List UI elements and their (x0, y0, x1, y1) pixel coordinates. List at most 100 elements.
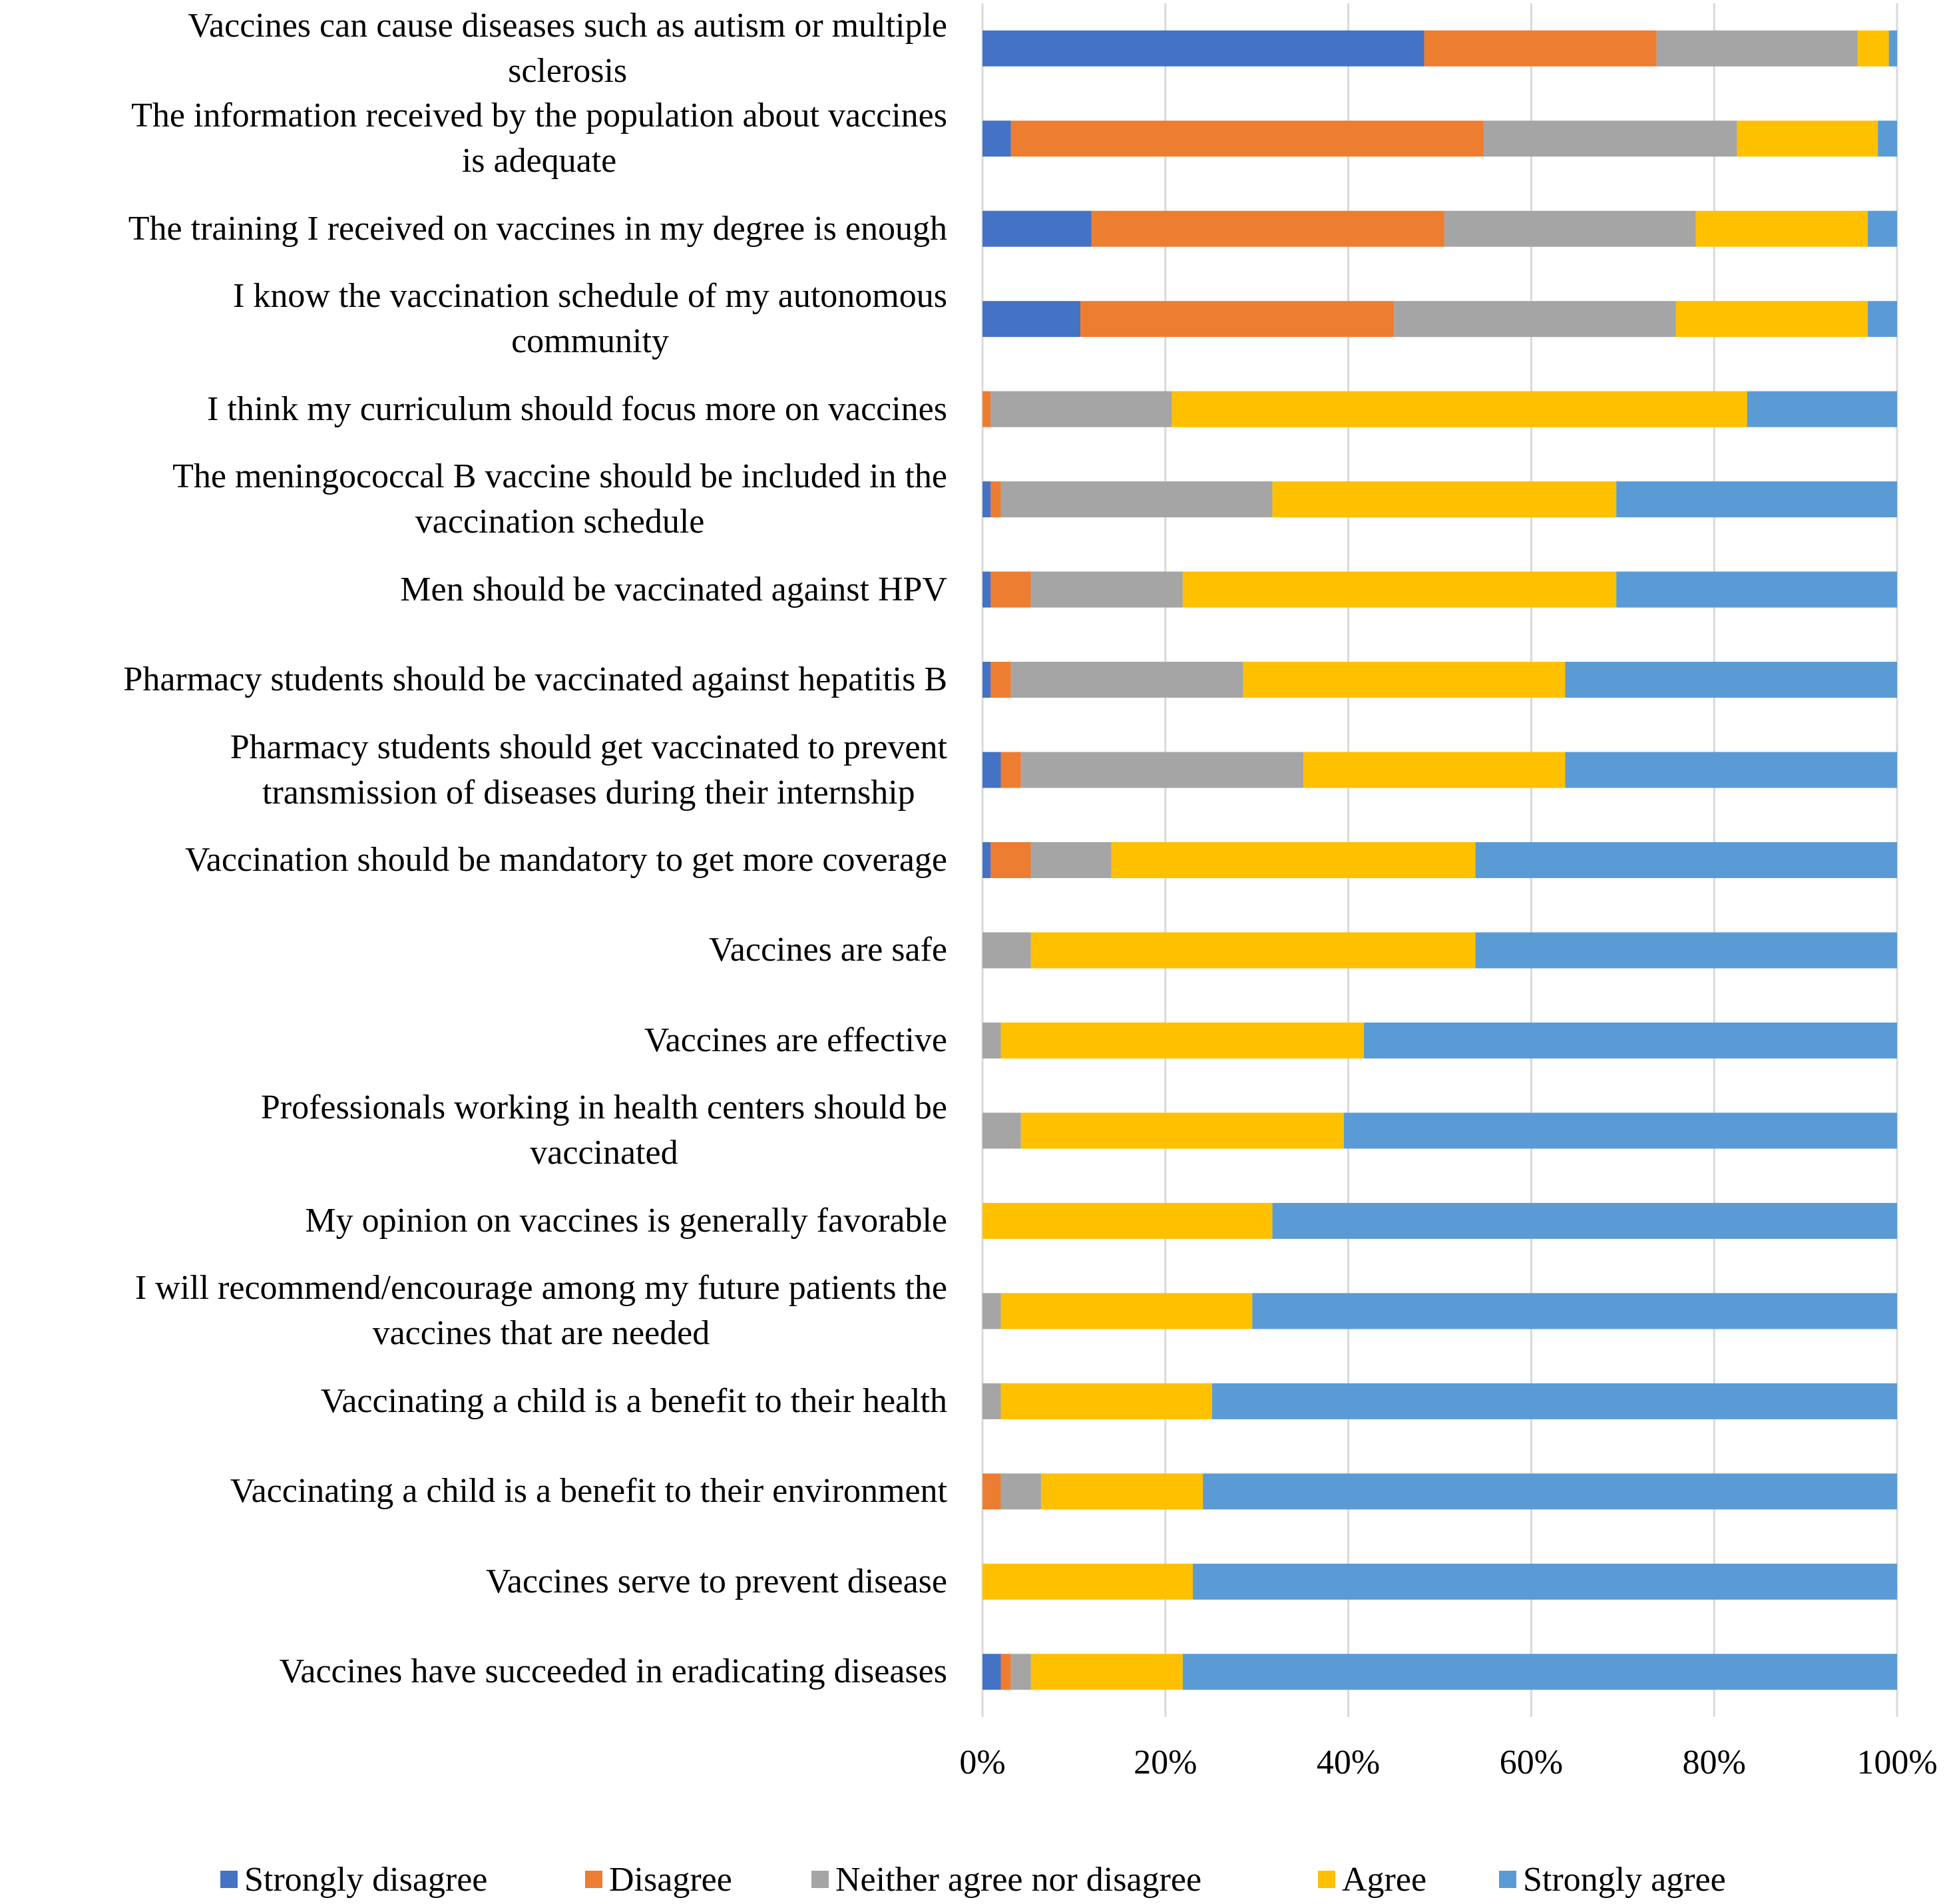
legend-label: Strongly disagree (244, 1860, 488, 1899)
bar-segment-strongly-agree (1747, 391, 1897, 427)
bar-group (982, 481, 1897, 518)
category-label-line: My opinion on vaccines is generally favo… (305, 1201, 947, 1240)
bar-segment-strongly-agree (1272, 1202, 1897, 1239)
bar-segment-neither-agree-nor-disagree (1030, 571, 1183, 608)
category-label-line: Vaccination should be mandatory to get m… (184, 841, 947, 879)
legend-item: Strongly disagree (220, 1857, 487, 1901)
bar-group (982, 1112, 1897, 1149)
bar-segment-disagree (1091, 210, 1444, 247)
bar-segment-strongly-agree (1888, 30, 1897, 67)
legend-item: Neither agree nor disagree (811, 1857, 1201, 1901)
bar-segment-strongly-disagree (982, 571, 991, 608)
bar-group (982, 30, 1897, 67)
bar-segment-strongly-agree (1878, 120, 1897, 157)
category-label: Vaccination should be mandatory to get m… (185, 837, 947, 883)
legend: Strongly disagree Disagree Neither agree n… (0, 1857, 1947, 1904)
category-label-line: community (511, 322, 669, 361)
category-label-line: Men should be vaccinated against HPV (400, 570, 947, 608)
legend-label: Disagree (609, 1860, 732, 1899)
bar-segment-strongly-agree (1475, 842, 1897, 878)
bar-segment-strongly-agree (1475, 932, 1897, 969)
bar-group (982, 932, 1897, 969)
category-label-line: Vaccinating a child is a benefit to thei… (230, 1472, 947, 1511)
x-tick-label: 100% (1856, 1744, 1938, 1782)
bar-segment-strongly-agree (1565, 752, 1897, 788)
x-tick-label: 40% (1316, 1744, 1381, 1782)
category-label: Pharmacy students should be vaccinated a… (123, 657, 947, 702)
bar-segment-agree (982, 1563, 1193, 1600)
bar-group (982, 391, 1897, 427)
category-label-line: Vaccines have succeeded in eradicating d… (279, 1652, 947, 1691)
bar-segment-agree (1030, 1654, 1183, 1690)
bar-segment-neither-agree-nor-disagree (982, 1022, 1001, 1059)
category-label-line: is adequate (461, 142, 617, 180)
bar-segment-agree (1020, 1112, 1344, 1149)
bar-group (982, 752, 1897, 788)
bar-segment-strongly-disagree (982, 662, 991, 698)
category-label: I know the vaccination schedule of my au… (233, 274, 947, 364)
bar-segment-agree (1737, 120, 1878, 157)
bar-group (982, 1473, 1897, 1510)
bar-group (982, 1563, 1897, 1600)
bar-segment-disagree (982, 391, 991, 427)
bar-segment-strongly-agree (1363, 1022, 1897, 1059)
category-label: The meningococcal B vaccine should be in… (172, 454, 947, 545)
bar-segment-strongly-agree (1565, 662, 1897, 698)
bar-group (982, 210, 1897, 247)
category-label: Vaccines serve to prevent disease (486, 1559, 947, 1604)
bar-segment-disagree (982, 1473, 1001, 1510)
bar-segment-agree (1695, 210, 1868, 247)
bar-segment-disagree (990, 842, 1031, 878)
x-tick-label: 80% (1682, 1744, 1746, 1782)
category-label-line: Pharmacy students should get vaccinated … (230, 728, 947, 766)
legend-swatch (1499, 1871, 1516, 1888)
bar-segment-neither-agree-nor-disagree (1000, 1473, 1041, 1510)
legend-swatch (811, 1871, 829, 1888)
bar-segment-disagree (1080, 301, 1395, 338)
bar-segment-neither-agree-nor-disagree (1010, 1654, 1031, 1690)
bar-segment-strongly-disagree (982, 842, 991, 878)
bar-segment-strongly-agree (1182, 1654, 1897, 1690)
legend-item: Disagree (585, 1857, 732, 1901)
x-tick-label: 20% (1134, 1744, 1197, 1782)
bar-segment-neither-agree-nor-disagree (982, 1112, 1021, 1149)
category-label-line: Vaccines are safe (709, 931, 947, 969)
category-label-line: I think my curriculum should focus more … (207, 389, 947, 428)
bar-segment-neither-agree-nor-disagree (1020, 752, 1304, 788)
category-label-line: Vaccinating a child is a benefit to thei… (320, 1381, 947, 1420)
bar-segment-agree (1857, 30, 1889, 67)
legend-label: Neither agree nor disagree (835, 1860, 1202, 1899)
bar-segment-strongly-agree (1252, 1293, 1897, 1329)
bar-group (982, 842, 1897, 878)
bar-segment-agree (1675, 301, 1868, 338)
bar-segment-agree (1243, 662, 1566, 698)
bar-group (982, 1383, 1897, 1419)
bar-segment-strongly-agree (1616, 481, 1897, 518)
bar-segment-agree (1000, 1293, 1253, 1329)
bar-segment-disagree (990, 481, 1001, 518)
bar-segment-agree (1272, 481, 1617, 518)
category-label-line: The information received by the populati… (131, 97, 947, 135)
bar-segment-strongly-disagree (982, 30, 1424, 67)
bar-segment-strongly-agree (1193, 1563, 1897, 1600)
bar-segment-agree (1000, 1022, 1364, 1059)
legend-swatch (1318, 1871, 1335, 1888)
bar-segment-neither-agree-nor-disagree (982, 932, 1031, 969)
category-label: Vaccinating a child is a benefit to thei… (321, 1379, 947, 1424)
category-label: My opinion on vaccines is generally favo… (305, 1198, 947, 1244)
bar-group (982, 662, 1897, 698)
category-label-line: sclerosis (508, 51, 628, 90)
bar-segment-strongly-disagree (982, 481, 991, 518)
bar-segment-neither-agree-nor-disagree (1000, 481, 1273, 518)
bar-group (982, 1022, 1897, 1059)
category-label-line: Vaccines can cause diseases such as auti… (188, 6, 947, 45)
legend-swatch (585, 1871, 602, 1888)
category-label-line: Vaccines serve to prevent disease (485, 1562, 947, 1600)
bar-segment-disagree (990, 571, 1031, 608)
category-label-line: The training I received on vaccines in m… (128, 209, 947, 248)
bar-group (982, 301, 1897, 338)
bar-segment-agree (1111, 842, 1476, 878)
bar-segment-neither-agree-nor-disagree (1483, 120, 1737, 157)
bar-segment-agree (1182, 571, 1617, 608)
